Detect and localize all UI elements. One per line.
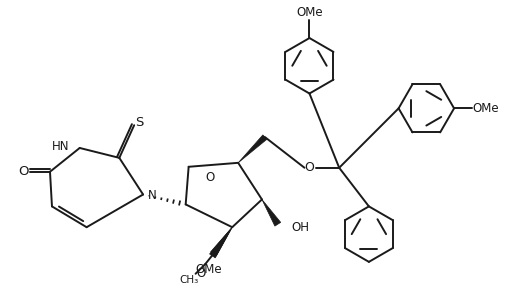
Polygon shape	[262, 199, 280, 226]
Text: S: S	[135, 116, 143, 129]
Text: OMe: OMe	[296, 6, 322, 19]
Polygon shape	[210, 227, 232, 256]
Text: OH: OH	[291, 221, 309, 234]
Text: CH₃: CH₃	[179, 275, 198, 285]
Text: OMe: OMe	[471, 102, 498, 115]
Text: O: O	[304, 161, 314, 174]
Text: O: O	[195, 267, 205, 280]
Text: O: O	[18, 165, 29, 178]
Text: N: N	[148, 189, 156, 202]
Text: HN: HN	[52, 140, 70, 153]
Polygon shape	[209, 227, 232, 258]
Text: O: O	[206, 171, 215, 184]
Polygon shape	[238, 135, 266, 163]
Text: OMe: OMe	[195, 263, 221, 276]
